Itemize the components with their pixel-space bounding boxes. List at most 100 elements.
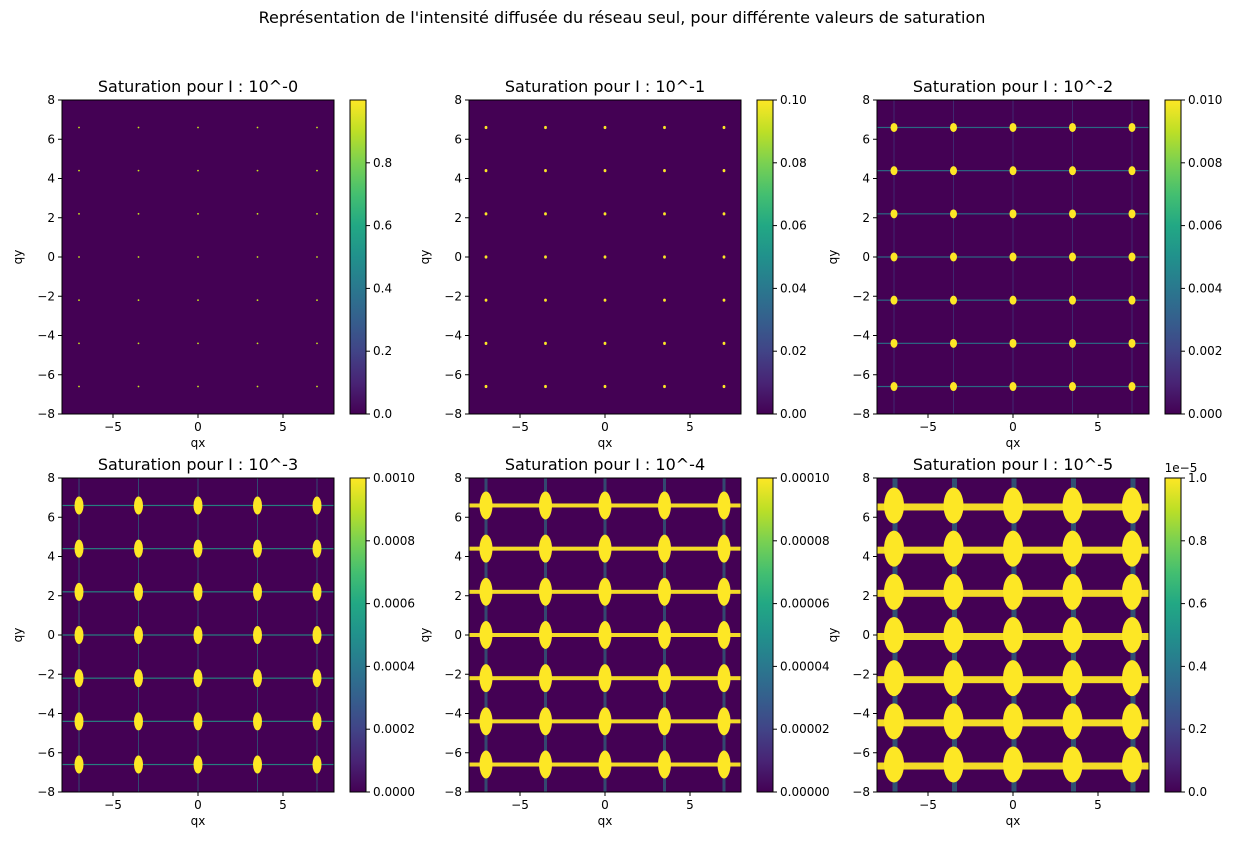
colorbar-tick-label: 0.004: [1188, 281, 1222, 295]
peak-point: [253, 712, 262, 731]
y-tick-label: 0: [862, 250, 870, 264]
peak-point: [717, 664, 731, 693]
colorbar-tick-label: 0.0010: [373, 471, 415, 485]
peak-point: [1122, 530, 1142, 567]
colorbar-tick-label: 0.6: [1188, 597, 1207, 611]
peak-point: [1062, 530, 1083, 567]
x-tick-label: 5: [279, 798, 287, 812]
peak-point: [950, 122, 957, 132]
peak-point: [78, 299, 80, 302]
peak-point: [603, 384, 607, 389]
y-tick-label: 6: [454, 510, 462, 524]
y-tick-label: 8: [454, 471, 462, 485]
peak-point: [539, 491, 552, 520]
peak-point: [884, 703, 904, 740]
peak-point: [479, 664, 493, 693]
colorbar-frame: [349, 99, 367, 415]
peak-point: [197, 212, 199, 215]
y-tick-label: 2: [862, 589, 870, 603]
colorbar-tick-label: 0.00: [780, 407, 807, 421]
peak-point: [316, 342, 318, 345]
peak-point: [598, 491, 612, 520]
y-tick-label: 4: [47, 550, 55, 564]
peak-point: [1062, 746, 1083, 783]
colorbar-tick-label: 0.0008: [373, 534, 415, 548]
peak-point: [1128, 122, 1136, 132]
peak-point: [884, 660, 904, 697]
peak-point: [539, 664, 552, 693]
peak-point: [722, 212, 726, 216]
y-tick-label: −8: [852, 785, 870, 799]
peak-point: [722, 298, 726, 302]
peak-point: [197, 126, 199, 129]
y-tick-label: 4: [454, 550, 462, 564]
peak-point: [484, 125, 488, 130]
peak-point: [479, 491, 493, 520]
peak-point: [316, 256, 318, 258]
peak-point: [1128, 382, 1136, 392]
y-tick-label: −4: [37, 707, 55, 721]
peak-point: [598, 750, 612, 779]
peak-point: [1069, 295, 1076, 305]
colorbar-tick-label: 0.6: [373, 219, 392, 233]
x-tick-label: −5: [919, 798, 937, 812]
peak-point: [137, 385, 140, 388]
peak-point: [134, 755, 143, 774]
subplot-1: −5 0 5 −8 −6 −4 −2 0 2 4 6 8 qx qy Saturation pour I :…: [11, 77, 392, 450]
peak-point: [1062, 660, 1083, 697]
peak-point: [312, 755, 322, 774]
peak-point: [253, 626, 262, 644]
peak-point: [316, 169, 318, 172]
x-tick-label: 0: [601, 798, 609, 812]
peak-point: [1128, 295, 1136, 305]
peak-point: [78, 212, 80, 215]
heatmap-image: [469, 478, 741, 792]
peak-point: [1009, 382, 1017, 392]
peak-point: [658, 491, 671, 520]
peak-point: [663, 125, 666, 130]
y-tick-label: −6: [852, 746, 870, 760]
peak-point: [544, 255, 547, 259]
y-axis-label: qy: [11, 628, 25, 643]
peak-point: [316, 299, 318, 302]
x-tick-label: 5: [686, 420, 694, 434]
subplot-title: Saturation pour I : 10^-0: [98, 77, 298, 96]
y-tick-label: 6: [47, 132, 55, 146]
peak-point: [598, 621, 612, 649]
peak-point: [312, 669, 322, 688]
y-tick-label: −2: [852, 667, 870, 681]
peak-point: [1062, 573, 1083, 610]
y-tick-label: −4: [444, 329, 462, 343]
peak-point: [1069, 382, 1076, 392]
peak-point: [884, 530, 904, 567]
peak-point: [544, 212, 547, 216]
peak-point: [943, 487, 964, 524]
x-axis-label: qx: [191, 814, 206, 828]
y-tick-label: 6: [862, 510, 870, 524]
peak-point: [316, 212, 318, 215]
peak-point: [950, 209, 957, 219]
colorbar-tick-label: 0.0000: [373, 785, 415, 799]
peak-point: [603, 212, 607, 216]
y-axis-label: qy: [418, 628, 432, 643]
peak-point: [74, 582, 84, 601]
peak-point: [256, 385, 259, 388]
peak-point: [663, 255, 666, 259]
y-tick-label: −8: [37, 785, 55, 799]
x-tick-label: −5: [511, 798, 529, 812]
peak-point: [256, 126, 259, 129]
peak-point: [544, 169, 547, 173]
colorbar-tick-label: 0.008: [1188, 156, 1222, 170]
y-tick-label: −6: [852, 368, 870, 382]
y-tick-label: 0: [47, 250, 55, 264]
y-tick-label: 0: [862, 628, 870, 642]
peak-point: [137, 212, 140, 215]
peak-point: [316, 126, 318, 129]
colorbar-tick-label: 0.4: [373, 281, 392, 295]
y-tick-label: −2: [852, 289, 870, 303]
peak-point: [479, 534, 493, 563]
peak-point: [722, 341, 726, 345]
y-tick-label: −2: [37, 289, 55, 303]
subplot-title: Saturation pour I : 10^-1: [505, 77, 705, 96]
peak-point: [253, 582, 262, 601]
